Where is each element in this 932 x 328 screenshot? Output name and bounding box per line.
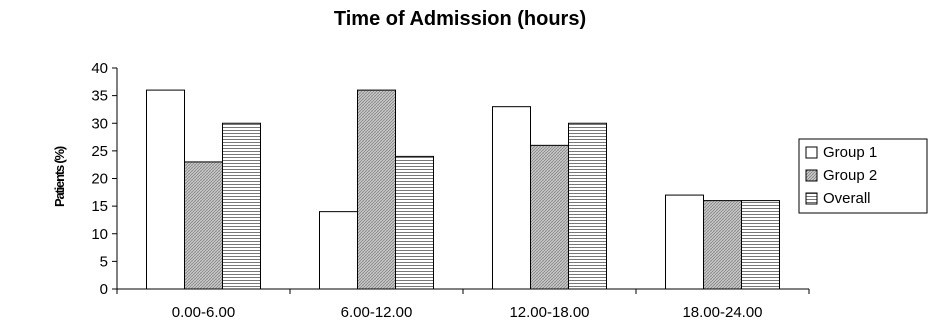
y-tick-label: 35 bbox=[91, 88, 108, 105]
bar-group-2 bbox=[530, 144, 569, 290]
x-tick-label: 12.00-18.00 bbox=[509, 304, 589, 321]
bar-overall bbox=[741, 200, 780, 290]
legend-swatch bbox=[805, 146, 818, 159]
legend-label: Overall bbox=[823, 190, 871, 207]
legend-swatch bbox=[805, 169, 818, 182]
y-tick-label: 15 bbox=[91, 198, 108, 215]
bar-group-1 bbox=[319, 211, 358, 290]
y-tick-label: 40 bbox=[91, 60, 108, 77]
bar-group-2 bbox=[184, 161, 223, 290]
y-tick-label: 25 bbox=[91, 143, 108, 160]
legend-label: Group 2 bbox=[823, 167, 877, 184]
bar-group-1 bbox=[492, 106, 531, 290]
y-axis-label: Patients (%) bbox=[52, 146, 67, 207]
x-tick-label: 6.00-12.00 bbox=[341, 304, 413, 321]
chart-title: Time of Admission (hours) bbox=[334, 8, 586, 30]
y-tick-label: 20 bbox=[91, 171, 108, 188]
legend: Group 1 Group 2 Overall bbox=[798, 138, 928, 214]
bar-group-2 bbox=[357, 89, 396, 290]
x-tick-label: 18.00-24.00 bbox=[682, 304, 762, 321]
y-tick-label: 5 bbox=[100, 253, 108, 270]
bar-group-1 bbox=[665, 194, 704, 290]
y-tick-label: 10 bbox=[91, 226, 108, 243]
bar-group-2 bbox=[703, 200, 742, 290]
x-tick-label: 0.00-6.00 bbox=[172, 304, 235, 321]
legend-label: Group 1 bbox=[823, 144, 877, 161]
bar-overall bbox=[568, 122, 607, 290]
legend-swatch bbox=[805, 192, 818, 205]
bar-group-1 bbox=[146, 89, 185, 290]
y-tick-label: 0 bbox=[100, 281, 108, 298]
y-tick-label: 30 bbox=[91, 115, 108, 132]
plot-area: 0 5 10 15 20 25 30 35 40 0.00-6.00 6.00-12.00 12.00… bbox=[91, 60, 810, 321]
bar-overall bbox=[395, 155, 434, 290]
bar-overall bbox=[222, 122, 261, 290]
legend-box bbox=[798, 138, 928, 214]
